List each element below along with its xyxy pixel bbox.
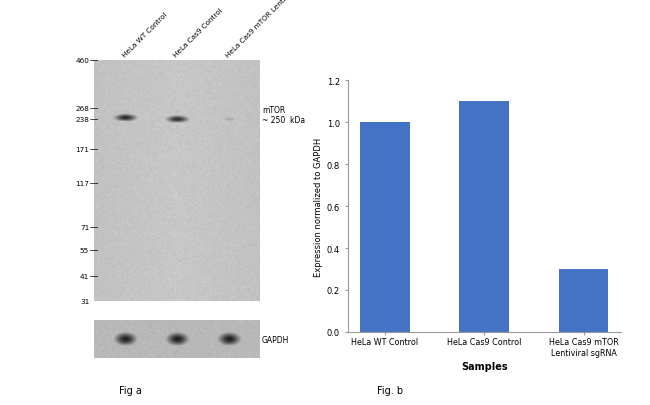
Y-axis label: Expression normalized to GAPDH: Expression normalized to GAPDH <box>314 137 322 276</box>
Text: 171: 171 <box>75 146 89 152</box>
Text: Fig. b: Fig. b <box>377 385 403 395</box>
Text: 31: 31 <box>80 299 89 305</box>
Text: 41: 41 <box>80 274 89 280</box>
Text: GAPDH: GAPDH <box>262 335 289 344</box>
Text: 268: 268 <box>75 106 89 112</box>
Text: 55: 55 <box>80 247 89 254</box>
Bar <box>559 269 608 332</box>
Text: 238: 238 <box>75 117 89 123</box>
Bar <box>460 102 509 332</box>
Text: 460: 460 <box>75 58 89 64</box>
Text: mTOR
~ 250  kDa: mTOR ~ 250 kDa <box>262 106 305 125</box>
Text: HeLa WT Control: HeLa WT Control <box>121 12 168 59</box>
Bar <box>360 123 410 332</box>
X-axis label: Samples: Samples <box>461 361 508 371</box>
Text: HeLa Cas9 Control: HeLa Cas9 Control <box>173 8 224 59</box>
Text: HeLa Cas9 mTOR Lentiviral sgRNA: HeLa Cas9 mTOR Lentiviral sgRNA <box>225 0 317 59</box>
Text: 71: 71 <box>80 225 89 231</box>
Text: 117: 117 <box>75 180 89 186</box>
Text: Fig a: Fig a <box>118 385 142 395</box>
